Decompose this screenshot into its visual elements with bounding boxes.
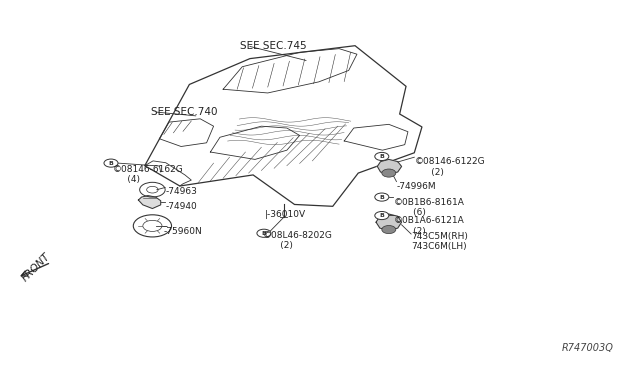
Text: ©08L46-8202G
      (2): ©08L46-8202G (2) (262, 231, 333, 250)
Circle shape (382, 169, 396, 177)
Text: B: B (109, 161, 113, 166)
Circle shape (375, 153, 389, 161)
Text: B: B (262, 231, 266, 236)
Polygon shape (378, 160, 401, 174)
Circle shape (104, 159, 118, 167)
Text: FRONT: FRONT (20, 251, 52, 283)
Text: R747003Q: R747003Q (562, 343, 614, 353)
Circle shape (375, 211, 389, 219)
Text: B: B (380, 195, 384, 199)
Text: ©08146-6162G
     (4): ©08146-6162G (4) (113, 164, 184, 184)
Text: |-36010V: |-36010V (264, 211, 306, 219)
Text: ©0B1A6-6121A
       (2): ©0B1A6-6121A (2) (394, 216, 464, 236)
Text: -74963: -74963 (166, 187, 198, 196)
Text: SEE SEC.745: SEE SEC.745 (241, 41, 307, 51)
Text: B: B (380, 213, 384, 218)
Polygon shape (376, 214, 401, 230)
Circle shape (375, 193, 389, 201)
Text: -74996M: -74996M (396, 182, 436, 191)
Circle shape (382, 225, 396, 234)
Circle shape (257, 229, 271, 237)
Text: -74940: -74940 (166, 202, 198, 211)
Text: 743C5M(RH): 743C5M(RH) (411, 232, 468, 241)
Text: B: B (380, 154, 384, 159)
Polygon shape (138, 196, 161, 209)
Text: ©0B1B6-8161A
       (6): ©0B1B6-8161A (6) (394, 198, 464, 217)
Text: -75960N: -75960N (164, 227, 203, 236)
Text: SEE SEC.740: SEE SEC.740 (151, 107, 218, 117)
Text: 743C6M(LH): 743C6M(LH) (411, 242, 467, 251)
Text: ©08146-6122G
      (2): ©08146-6122G (2) (414, 157, 485, 177)
